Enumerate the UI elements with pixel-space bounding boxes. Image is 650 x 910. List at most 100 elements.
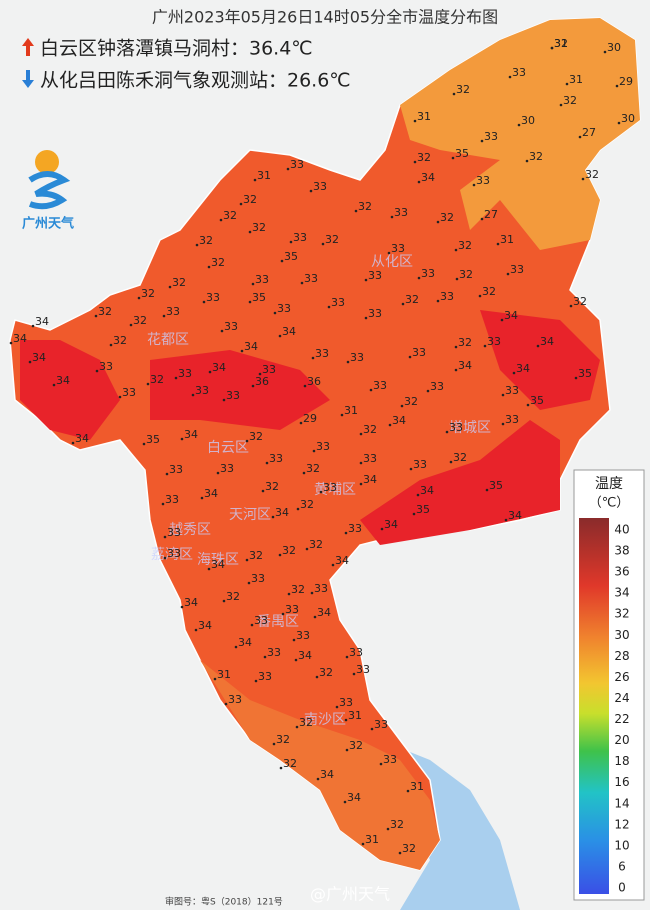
station-dot	[165, 472, 169, 476]
station-temperature: 32	[283, 757, 297, 770]
station-dot	[129, 323, 133, 327]
station-temperature: 31	[217, 668, 231, 681]
station-temperature: 34	[516, 362, 530, 375]
station-temperature: 33	[476, 174, 490, 187]
station-temperature: 33	[169, 463, 183, 476]
station-dot	[480, 139, 484, 143]
station-dot	[251, 282, 255, 286]
station-dot	[315, 675, 319, 679]
legend-tick-label: 32	[614, 607, 629, 621]
station-dot	[406, 789, 410, 793]
station-dot	[202, 300, 206, 304]
station-dot	[454, 345, 458, 349]
station-dot	[254, 679, 258, 683]
station-dot	[279, 766, 283, 770]
station-dot	[118, 395, 122, 399]
station-dot	[581, 177, 585, 181]
station-temperature: 32	[309, 538, 323, 551]
station-temperature: 34	[320, 768, 334, 781]
station-temperature: 34	[347, 791, 361, 804]
station-temperature: 34	[211, 558, 225, 571]
station-temperature: 34	[298, 649, 312, 662]
legend-tick-label: 24	[614, 691, 629, 705]
station-temperature: 34	[35, 315, 49, 328]
station-temperature: 31	[554, 37, 568, 50]
station-dot	[280, 259, 284, 263]
station-temperature: 32	[300, 498, 314, 511]
station-dot	[137, 296, 141, 300]
station-temperature: 36	[255, 375, 269, 388]
station-dot	[478, 294, 482, 298]
station-temperature: 33	[316, 440, 330, 453]
station-temperature: 33	[206, 291, 220, 304]
station-dot	[245, 558, 249, 562]
station-dot	[191, 393, 195, 397]
station-dot	[340, 413, 344, 417]
station-dot	[300, 281, 304, 285]
station-temperature: 32	[113, 334, 127, 347]
station-temperature: 30	[607, 41, 621, 54]
station-temperature: 33	[323, 481, 337, 494]
station-dot	[146, 382, 150, 386]
station-dot	[359, 432, 363, 436]
station-dot	[413, 119, 417, 123]
station-dot	[207, 567, 211, 571]
station-dot	[296, 507, 300, 511]
station-dot	[311, 356, 315, 360]
station-temperature: 29	[619, 75, 633, 88]
station-temperature: 34	[32, 351, 46, 364]
station-dot	[294, 658, 298, 662]
station-temperature: 32	[150, 373, 164, 386]
station-temperature: 33	[165, 493, 179, 506]
station-dot	[454, 368, 458, 372]
station-dot	[321, 242, 325, 246]
station-temperature: 32	[405, 293, 419, 306]
station-temperature: 32	[133, 314, 147, 327]
station-dot	[436, 220, 440, 224]
legend-tick-label: 22	[614, 712, 629, 726]
station-temperature: 32	[458, 239, 472, 252]
station-dot	[194, 628, 198, 632]
station-dot	[472, 183, 476, 187]
district-label: 增城区	[449, 420, 491, 436]
station-dot	[454, 248, 458, 252]
station-temperature: 32	[249, 430, 263, 443]
station-temperature: 32	[265, 480, 279, 493]
station-dot	[501, 393, 505, 397]
station-temperature: 29	[303, 412, 317, 425]
station-dot	[400, 404, 404, 408]
station-temperature: 33	[224, 320, 238, 333]
station-temperature: 31	[569, 73, 583, 86]
station-dot	[216, 471, 220, 475]
station-dot	[379, 762, 383, 766]
station-temperature: 32	[417, 151, 431, 164]
station-temperature: 27	[582, 126, 596, 139]
station-temperature: 35	[416, 503, 430, 516]
watermark: @广州天气	[310, 885, 390, 904]
station-dot	[416, 493, 420, 497]
station-temperature: 33	[269, 452, 283, 465]
station-dot	[512, 371, 516, 375]
logo-text: 广州天气	[22, 216, 74, 232]
station-dot	[250, 623, 254, 627]
station-temperature: 33	[487, 335, 501, 348]
station-dot	[565, 82, 569, 86]
station-dot	[485, 488, 489, 492]
legend-tick-label: 28	[614, 649, 629, 663]
legend-tick-label: 0	[618, 881, 626, 895]
legend-tick-label: 10	[614, 838, 629, 852]
station-temperature: 34	[204, 487, 218, 500]
station-dot	[412, 512, 416, 516]
station-dot	[312, 449, 316, 453]
station-temperature: 33	[255, 273, 269, 286]
station-temperature: 32	[402, 842, 416, 855]
station-dot	[526, 403, 530, 407]
station-dot	[436, 299, 440, 303]
station-temperature: 34	[56, 374, 70, 387]
station-temperature: 32	[349, 739, 363, 752]
station-dot	[174, 376, 178, 380]
station-temperature: 33	[383, 753, 397, 766]
station-dot	[359, 461, 363, 465]
lowest-station: 从化吕田陈禾洞气象观测站：26.6℃	[40, 70, 351, 92]
station-temperature: 34	[504, 309, 518, 322]
